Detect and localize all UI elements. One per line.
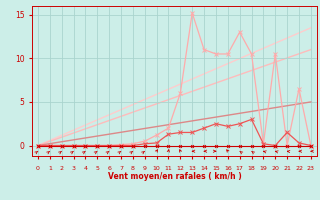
X-axis label: Vent moyen/en rafales ( km/h ): Vent moyen/en rafales ( km/h ) bbox=[108, 172, 241, 181]
